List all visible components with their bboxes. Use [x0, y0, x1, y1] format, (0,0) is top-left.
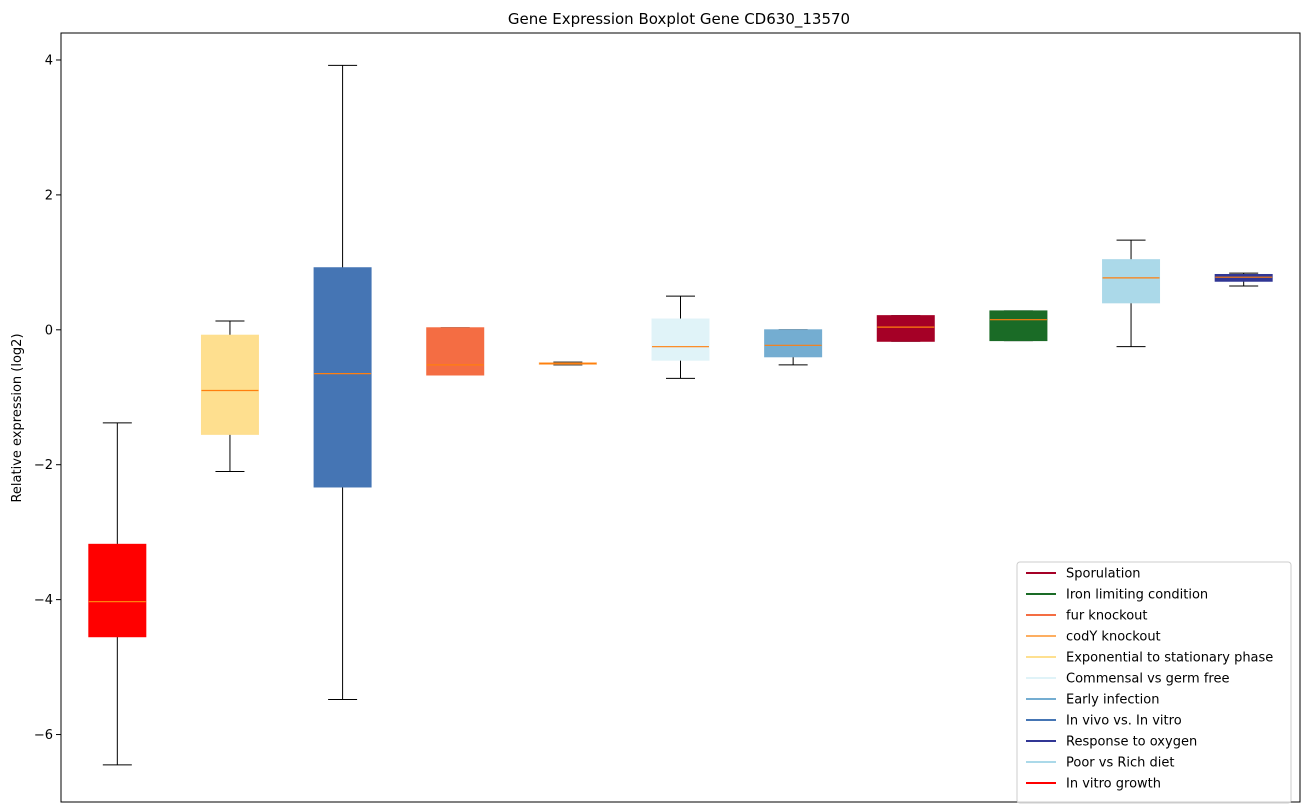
box-group: [989, 310, 1048, 342]
chart-title: Gene Expression Boxplot Gene CD630_13570: [508, 10, 850, 29]
box-body: [764, 329, 823, 358]
box-body: [426, 327, 485, 376]
box-group: [200, 320, 259, 472]
box-body: [1102, 259, 1161, 304]
legend: Sporulation Iron limiting condition fur kn…: [1016, 561, 1292, 804]
y-tick-label: −6: [34, 728, 53, 743]
legend-label: fur knockout: [1066, 609, 1148, 624]
box-group: [876, 315, 935, 342]
plot-area: [88, 64, 1273, 766]
legend-label: Iron limiting condition: [1066, 588, 1208, 603]
box-body: [313, 267, 372, 488]
legend-label: codY knockout: [1066, 630, 1161, 645]
axes-frame: [60, 32, 1301, 803]
y-tick-label: 4: [45, 53, 53, 68]
y-tick-label: −2: [34, 458, 53, 473]
box-group: [88, 422, 147, 766]
box-body: [876, 315, 935, 342]
y-tick-label: 2: [45, 188, 53, 203]
y-tick-label: 0: [45, 323, 53, 338]
legend-label: In vitro growth: [1066, 777, 1161, 792]
legend-label: Commensal vs germ free: [1066, 672, 1229, 687]
box-body: [989, 310, 1048, 342]
box-group: [538, 361, 597, 366]
y-tick-label: −4: [34, 593, 53, 608]
box-body: [88, 543, 147, 638]
box-group: [1214, 272, 1273, 287]
legend-label: Early infection: [1066, 693, 1159, 708]
legend-label: Poor vs Rich diet: [1066, 756, 1174, 771]
box-body: [1214, 273, 1273, 282]
box-group: [651, 295, 710, 379]
legend-box: [1016, 561, 1292, 804]
legend-label: Response to oxygen: [1066, 735, 1197, 750]
box-group: [426, 327, 485, 376]
box-group: [313, 64, 372, 700]
legend-label: Sporulation: [1066, 567, 1141, 582]
legend-label: In vivo vs. In vitro: [1066, 714, 1182, 729]
box-body: [200, 334, 259, 435]
legend-label: Exponential to stationary phase: [1066, 651, 1273, 666]
y-axis: −6 −4 −2 0 2 4: [34, 53, 61, 743]
box-body: [651, 318, 710, 361]
box-group: [1102, 239, 1161, 348]
y-axis-label: Relative expression (log2): [10, 333, 25, 502]
box-group: [764, 329, 823, 366]
